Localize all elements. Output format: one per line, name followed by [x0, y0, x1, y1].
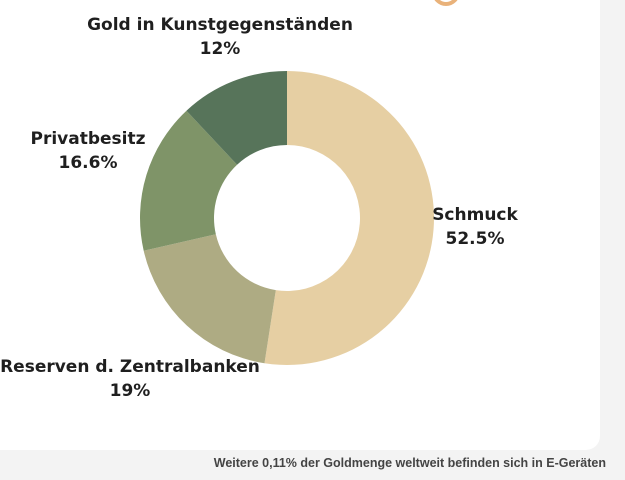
slice-label: Privatbesitz: [30, 129, 145, 149]
footnote: Weitere 0,11% der Goldmenge weltweit bef…: [214, 456, 606, 470]
slice-value: 19%: [110, 381, 151, 401]
slice-label: Schmuck: [432, 205, 518, 225]
slice-label: Gold in Kunstgegenständen: [87, 15, 353, 35]
decor-circle: [434, 0, 458, 6]
slice-value: 16.6%: [59, 153, 118, 173]
slice-value: 12%: [200, 39, 241, 59]
donut-slice: [139, 110, 238, 251]
donut-slice: [264, 71, 435, 365]
donut-slice: [186, 71, 287, 165]
slice-label: Reserven d. Zentralbanken: [0, 357, 260, 377]
donut-slice: [143, 234, 276, 364]
slice-value: 52.5%: [446, 229, 505, 249]
card: [0, 0, 600, 450]
